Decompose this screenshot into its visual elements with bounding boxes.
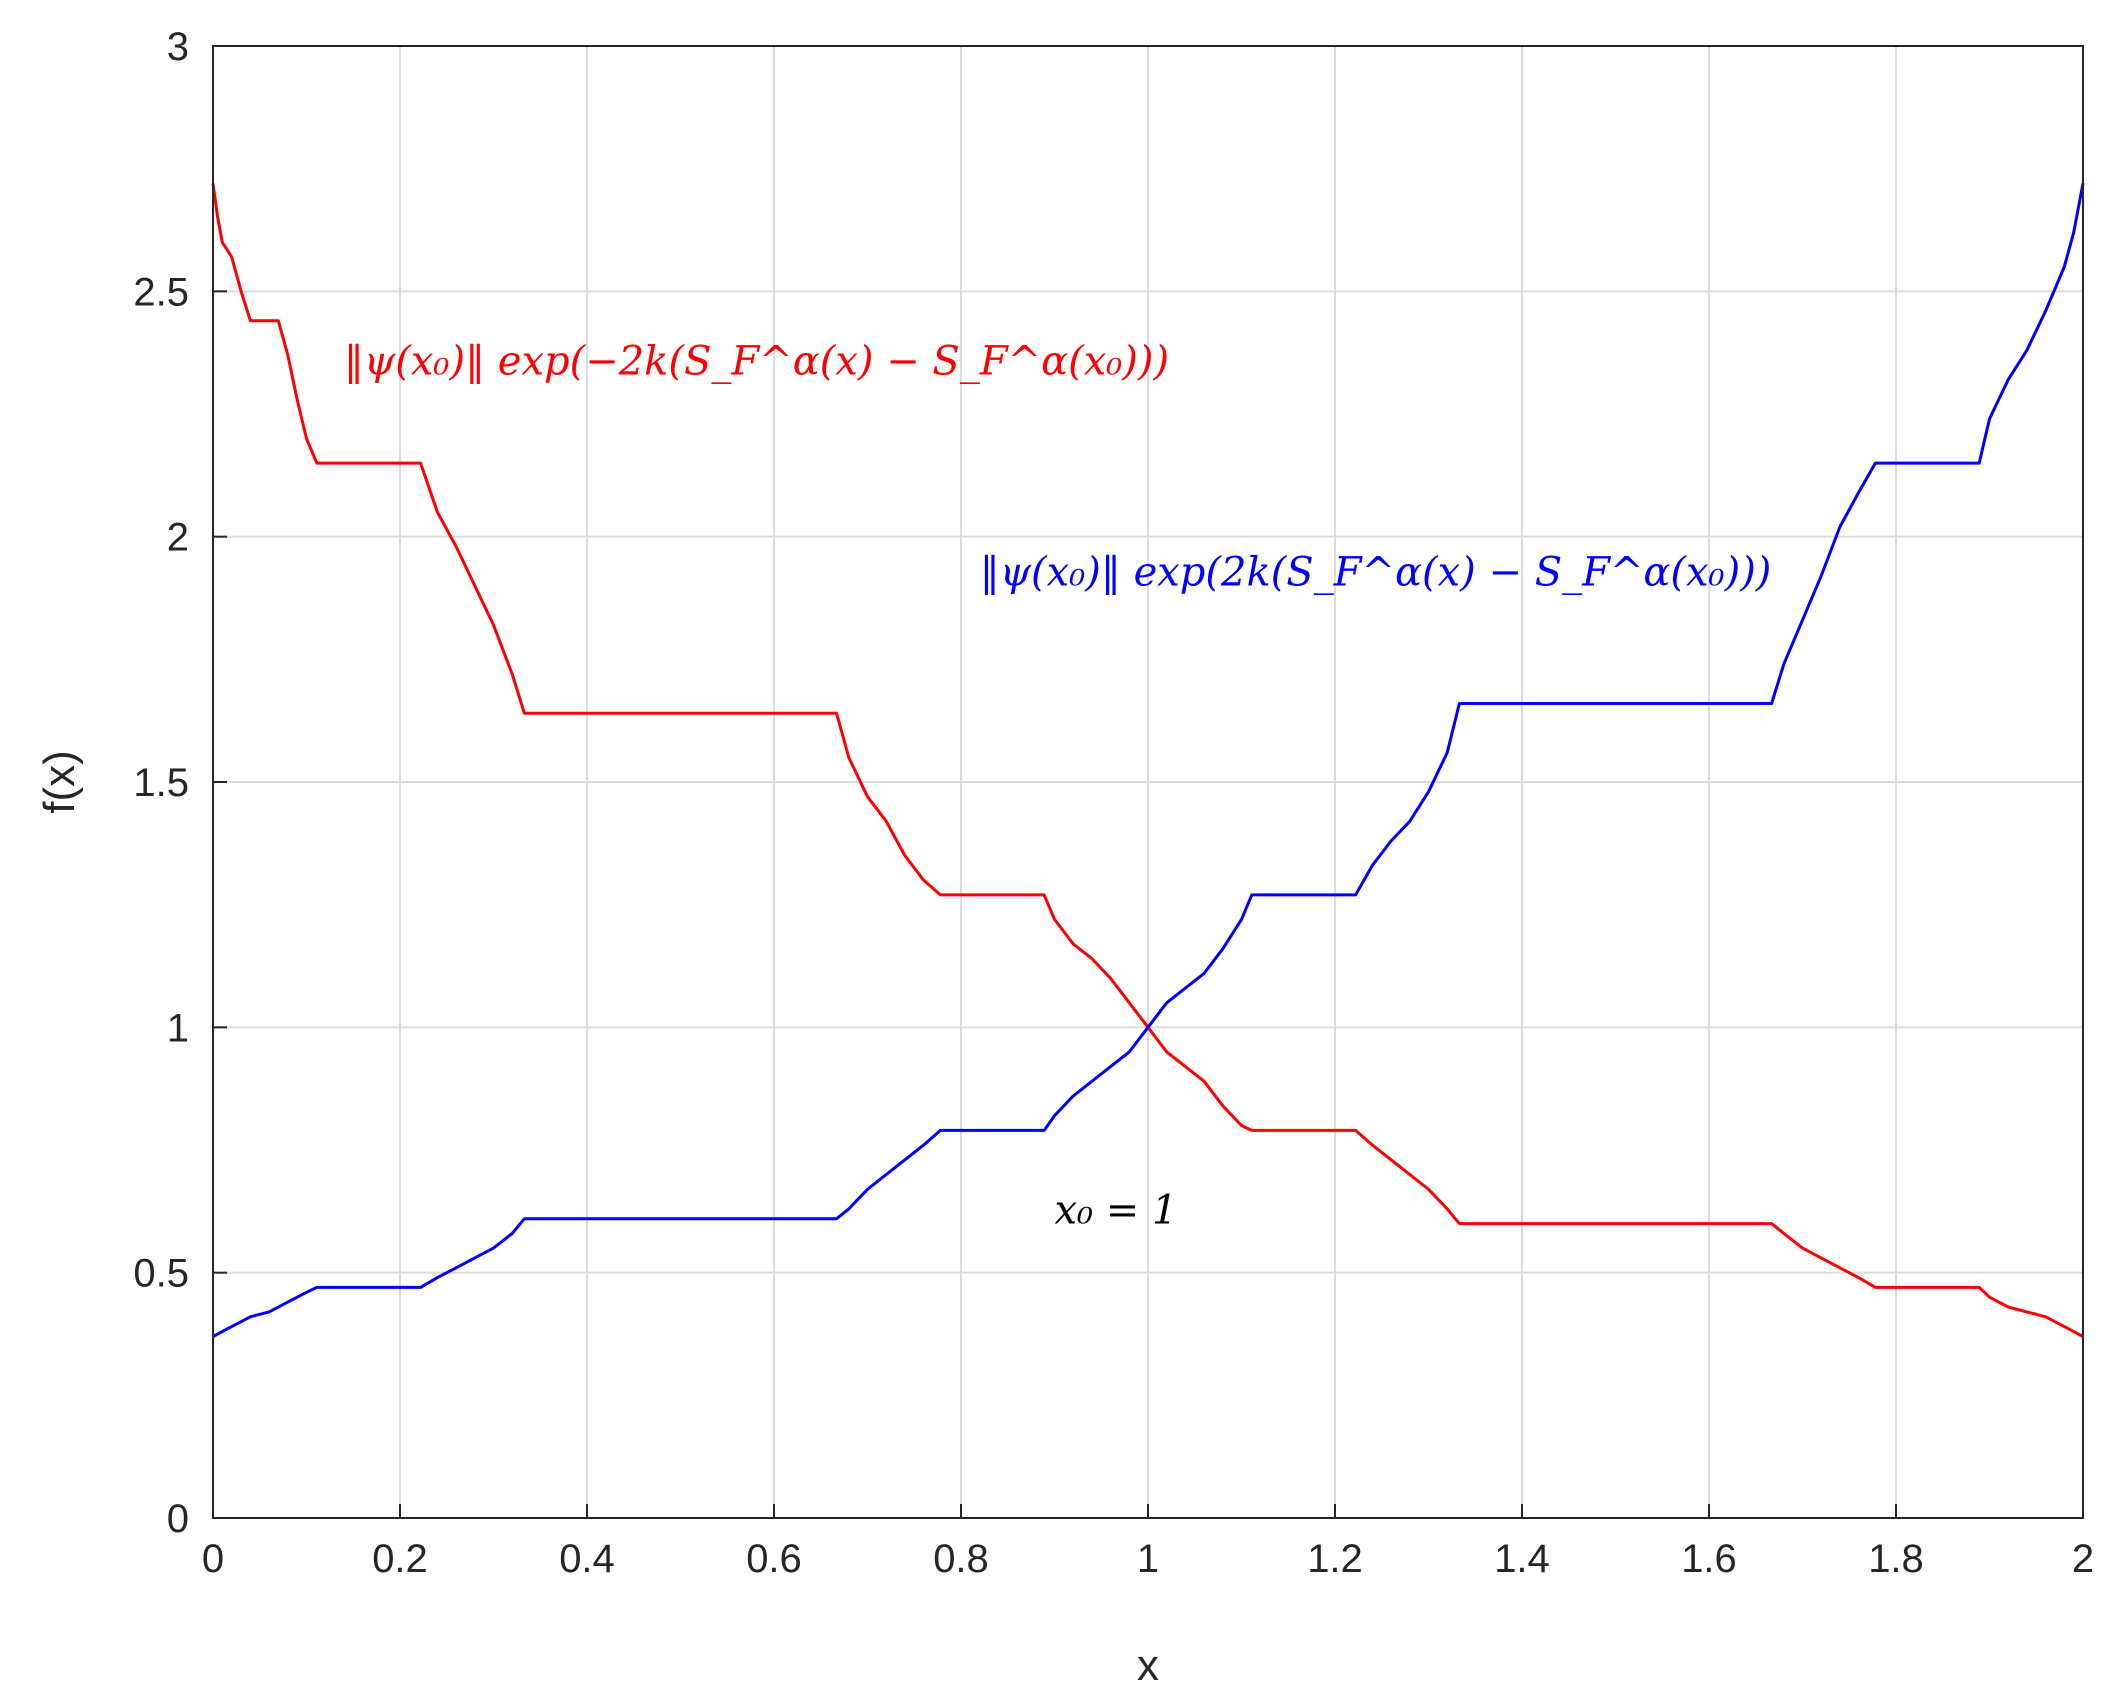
x-tick-label: 1.6 xyxy=(1681,1537,1737,1581)
x-tick-label: 0.2 xyxy=(372,1537,428,1581)
annotation-0: ‖ψ(x₀)‖ exp(−2k(S_F^α(x) − S_F^α(x₀))) xyxy=(344,339,1169,385)
y-tick-label: 3 xyxy=(167,25,189,69)
series-line-0 xyxy=(211,183,2084,1338)
y-tick-label: 2 xyxy=(167,516,189,560)
x-tick-label: 2 xyxy=(2072,1537,2094,1581)
x-tick-label: 0.6 xyxy=(746,1537,802,1581)
y-tick-label: 0 xyxy=(167,1497,189,1541)
x-tick-label: 1.4 xyxy=(1494,1537,1550,1581)
y-axis-label: f(x) xyxy=(35,750,84,814)
tick-group: 0 0.2 0.4 0.6 0.8 1 1.2 1.4 1.6 1.8 2 0 0.5 1 1.5 2 2.5 3 xyxy=(133,25,2094,1581)
y-tick-label: 0.5 xyxy=(133,1252,189,1296)
x-tick-label: 0.4 xyxy=(559,1537,615,1581)
y-tick-label: 2.5 xyxy=(133,270,189,314)
x-tick-label: 1.8 xyxy=(1868,1537,1924,1581)
y-tick-label: 1 xyxy=(167,1006,189,1050)
x-tick-label: 1 xyxy=(1137,1537,1159,1581)
series-group xyxy=(211,183,2085,1338)
x-tick-label: 1.2 xyxy=(1307,1537,1363,1581)
annotation-2: x₀ = 1 xyxy=(1055,1188,1178,1234)
x-tick-label: 0 xyxy=(202,1537,224,1581)
annotation-group: ‖ψ(x₀)‖ exp(−2k(S_F^α(x) − S_F^α(x₀))) ‖ψ… xyxy=(344,339,1772,1234)
x-tick-label: 0.8 xyxy=(933,1537,989,1581)
y-tick-label: 1.5 xyxy=(133,761,189,805)
series-line-1 xyxy=(212,183,2085,1338)
x-axis-label: x xyxy=(1137,1641,1159,1690)
annotation-1: ‖ψ(x₀)‖ exp(2k(S_F^α(x) − S_F^α(x₀))) xyxy=(980,550,1772,596)
